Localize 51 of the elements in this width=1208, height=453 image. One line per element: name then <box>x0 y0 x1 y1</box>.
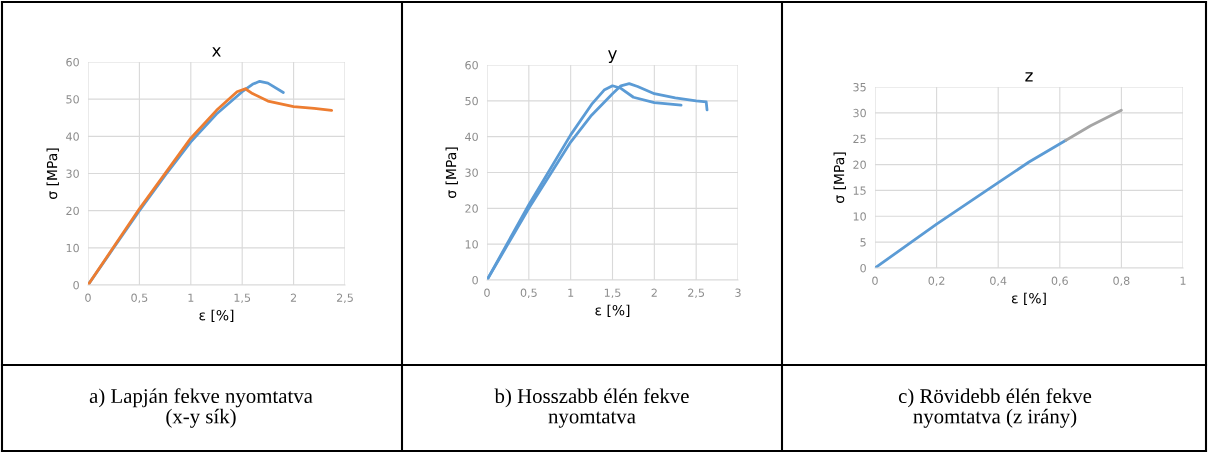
x-tick-label: 2,5 <box>336 293 353 304</box>
y-tick-label: 10 <box>66 243 79 253</box>
y-tick-label: 20 <box>66 206 79 216</box>
y-tick-label: 0 <box>860 263 866 273</box>
y-tick-label: 30 <box>66 169 79 178</box>
text: b) Hosszabb élén fekve nyomtatva <box>494 388 689 428</box>
y-tick-label: 25 <box>853 134 866 144</box>
x-tick-label: 0 <box>872 276 878 285</box>
x-tick-label: 0,4 <box>990 276 1007 287</box>
y-axis-title: σ [MPa] <box>833 152 846 203</box>
x-tick-label: 1 <box>1180 276 1186 285</box>
x-tick-label: 2 <box>290 293 297 302</box>
text: c) Rövidebb élén fekve nyomtatva (z irány) <box>898 388 1092 428</box>
y-tick-label: 30 <box>465 168 478 177</box>
x-tick-label: 1,5 <box>234 293 251 304</box>
chart-title: y <box>608 50 617 63</box>
y-tick-label: 30 <box>853 108 866 118</box>
x-tick-label: 0,5 <box>520 288 537 299</box>
x-tick-label: 0,2 <box>928 276 945 287</box>
x-tick-label: 0,5 <box>131 293 148 304</box>
y-tick-label: 10 <box>853 212 866 221</box>
x-tick-label: 2,5 <box>688 288 705 299</box>
x-tick-label: 1 <box>568 288 574 297</box>
x-tick-label: 0,8 <box>1113 276 1130 287</box>
x-tick-label: 0 <box>484 288 490 297</box>
y-tick-label: 5 <box>860 238 866 247</box>
y-tick-label: 50 <box>66 95 79 104</box>
y-axis-title: σ [MPa] <box>46 148 59 199</box>
y-tick-label: 40 <box>465 132 478 142</box>
y-tick-label: 50 <box>465 96 478 106</box>
x-tick-label: 3 <box>735 288 741 297</box>
x-tick-label: 0 <box>85 293 91 302</box>
x-axis-title: ε [%] <box>199 309 234 323</box>
chart-title: x <box>212 47 221 57</box>
y-axis-title: σ [MPa] <box>445 147 458 198</box>
x-axis-title: ε [%] <box>595 304 630 318</box>
x-tick-label: 2 <box>651 288 657 297</box>
chart-title: z <box>1025 72 1033 82</box>
y-tick-label: 60 <box>66 57 79 67</box>
y-tick-label: 60 <box>465 60 478 70</box>
text: a) Lapján fekve nyomtatva (x-y sík) <box>89 388 313 428</box>
y-tick-label: 15 <box>853 186 866 195</box>
x-tick-label: 1,5 <box>604 288 621 299</box>
x-axis-title: ε [%] <box>1011 292 1046 306</box>
y-tick-label: 20 <box>853 160 866 169</box>
x-tick-label: 1 <box>188 293 194 302</box>
y-tick-label: 10 <box>465 240 478 249</box>
x-tick-label: 0,6 <box>1051 276 1068 287</box>
y-tick-label: 35 <box>853 82 866 92</box>
y-tick-label: 20 <box>465 204 478 213</box>
y-tick-label: 40 <box>66 132 79 141</box>
